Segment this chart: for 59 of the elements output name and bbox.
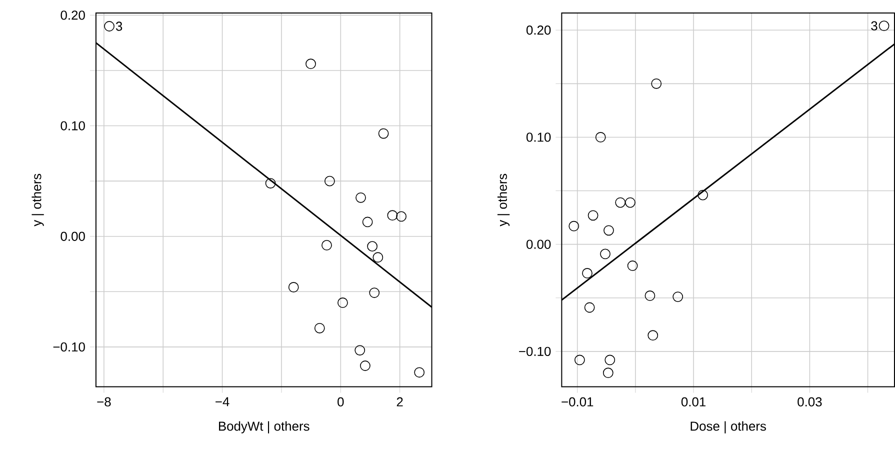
point xyxy=(595,132,606,143)
point xyxy=(615,197,626,208)
point xyxy=(878,20,890,32)
point xyxy=(625,197,636,208)
point xyxy=(648,330,658,341)
point xyxy=(369,288,380,298)
point xyxy=(672,292,684,302)
point xyxy=(356,192,366,203)
point xyxy=(378,128,389,139)
point xyxy=(314,323,325,334)
y-tick-label: 0.00 xyxy=(60,232,85,242)
point xyxy=(604,225,614,236)
annotation: 3 xyxy=(116,22,122,31)
y-tick-label: −0.10 xyxy=(519,346,551,356)
point xyxy=(362,216,373,228)
x-tick-label: −4 xyxy=(216,397,230,406)
point xyxy=(324,176,335,186)
x-tick-label: −8 xyxy=(97,397,111,407)
point xyxy=(651,78,662,89)
y-tick-label: 0.10 xyxy=(526,132,551,142)
point xyxy=(360,360,370,372)
x-tick-label: 2 xyxy=(396,397,403,406)
point xyxy=(698,190,708,200)
x-axis-title: BodyWt | others xyxy=(219,421,310,434)
point xyxy=(584,302,595,313)
point xyxy=(396,211,406,222)
point xyxy=(387,210,398,221)
y-axis-title: y | others xyxy=(497,174,510,226)
point xyxy=(644,290,656,302)
x-axis-title: Dose | others xyxy=(690,421,766,434)
point xyxy=(367,241,378,252)
point xyxy=(602,368,614,378)
point xyxy=(568,221,580,232)
point xyxy=(265,178,276,189)
y-tick-label: 0.20 xyxy=(60,10,85,20)
y-tick-label: 0.10 xyxy=(60,121,85,130)
point xyxy=(604,354,616,366)
point xyxy=(600,248,610,260)
point xyxy=(582,268,592,279)
x-tick-label: 0.01 xyxy=(681,397,706,407)
y-tick-label: −0.10 xyxy=(53,342,85,352)
point xyxy=(306,58,316,70)
x-tick-label: −0.01 xyxy=(562,397,594,407)
point xyxy=(354,345,366,356)
x-tick-label: 0.03 xyxy=(798,397,822,407)
point xyxy=(322,240,332,251)
point xyxy=(627,260,638,272)
point xyxy=(372,252,384,263)
annotation: 3 xyxy=(871,21,878,31)
x-tick-label: 0 xyxy=(338,397,344,407)
y-axis-title: y | others xyxy=(32,174,44,226)
point xyxy=(414,367,425,378)
point xyxy=(338,298,348,308)
point xyxy=(574,354,585,366)
point xyxy=(588,210,598,221)
y-tick-label: 0.20 xyxy=(526,26,551,35)
y-tick-label: 0.00 xyxy=(526,240,551,250)
point xyxy=(104,21,114,32)
point xyxy=(288,282,299,293)
